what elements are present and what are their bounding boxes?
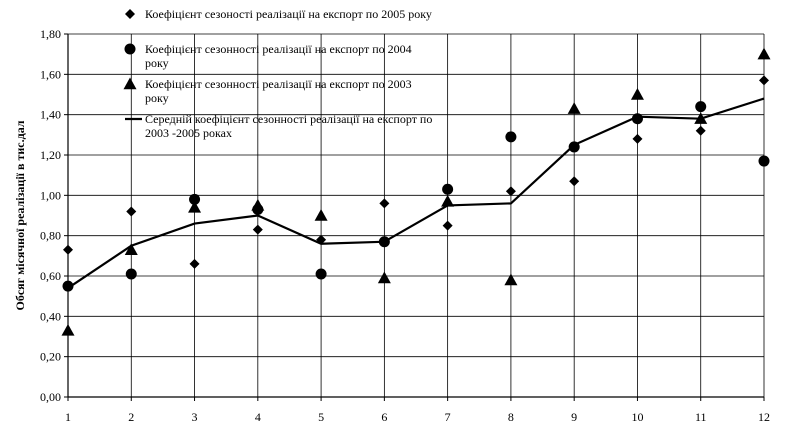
point-circle [189,193,201,205]
y-axis-label: Обсяг місячної реалізації в тис.дал [13,120,27,310]
y-tick-label: 1,60 [40,67,61,81]
x-tick-labels: 1 2 3 4 5 6 7 8 9 10 11 12 [65,410,770,424]
point-triangle [314,209,328,221]
legend-symbol-diamond [125,9,135,19]
x-tick-label: 11 [695,410,707,424]
point-diamond [316,234,327,245]
point-diamond [695,125,706,136]
point-circle [442,183,454,195]
average-series-line [67,97,765,290]
point-diamond [442,220,453,231]
legend-symbol-triangle [123,77,137,90]
point-diamond [632,133,643,144]
point-triangle [188,200,202,213]
y-tick-label: 0,60 [40,269,61,283]
x-tick-label: 9 [571,410,577,424]
y-tick-label: 0,40 [40,309,61,323]
x-tick-label: 4 [255,410,261,424]
point-diamond [189,258,200,269]
point-diamond [505,186,516,197]
point-triangle [567,102,581,114]
y-tick-label: 0,80 [40,229,61,243]
legend-entry-text: року [145,91,169,105]
legend-entry-text: Коефіцієнт сезонності реалізації на експ… [145,42,412,56]
y-tick-label: 0,20 [40,350,61,364]
point-circle [631,113,643,125]
legend-symbol-circle [124,43,136,55]
legend: Коефіцієнт сезоності реалізації на експо… [123,7,432,140]
point-diamond [126,206,137,217]
point-circle [315,268,327,280]
legend-entry-text: 2003 -2005 роках [145,126,232,140]
y-tick-label: 0,00 [40,390,61,404]
point-diamond [63,244,73,255]
point-diamond [379,198,390,209]
x-tick-label: 12 [758,410,770,424]
point-circle [125,268,137,280]
point-triangle [251,198,265,211]
axes [64,33,765,401]
y-tick-label: 1,20 [40,148,61,162]
x-tick-label: 8 [508,410,514,424]
x-tick-label: 1 [65,410,71,424]
legend-entry-text: Середній коефіцієнт сезонності реалізаці… [145,112,432,126]
legend-entry-text: Коефіцієнт сезоності реалізації на експо… [145,7,432,21]
point-triangle [441,194,455,207]
series-line-average [67,97,765,290]
point-circle [378,236,390,248]
point-circle [62,280,74,292]
point-triangle [694,112,708,124]
y-tick-label: 1,40 [40,108,61,122]
point-triangle [504,273,518,286]
series-markers [61,47,771,336]
legend-entry-text: Коефіцієнт сезонності реалізації на експ… [145,77,412,91]
point-circle [568,141,580,153]
y-tick-labels: 0,00 0,20 0,40 0,60 0,80 1,00 1,20 1,40 1,60 1,80 [40,27,61,404]
legend-entry-text: року [145,56,169,70]
point-circle [505,131,517,143]
point-triangle [61,323,75,336]
point-triangle [377,271,391,284]
x-tick-label: 2 [128,410,134,424]
x-tick-label: 3 [192,410,198,424]
x-tick-label: 10 [631,410,643,424]
y-tick-label: 1,80 [40,27,61,41]
point-diamond [569,176,580,187]
x-tick-label: 7 [445,410,451,424]
x-tick-label: 5 [318,410,324,424]
point-triangle [124,243,138,255]
point-triangle [757,47,771,60]
point-circle [758,155,770,167]
point-triangle [630,88,644,100]
x-tick-label: 6 [381,410,387,424]
point-diamond [759,75,769,86]
y-tick-label: 1,00 [40,188,61,202]
point-diamond [252,224,263,235]
point-circle [695,101,707,113]
